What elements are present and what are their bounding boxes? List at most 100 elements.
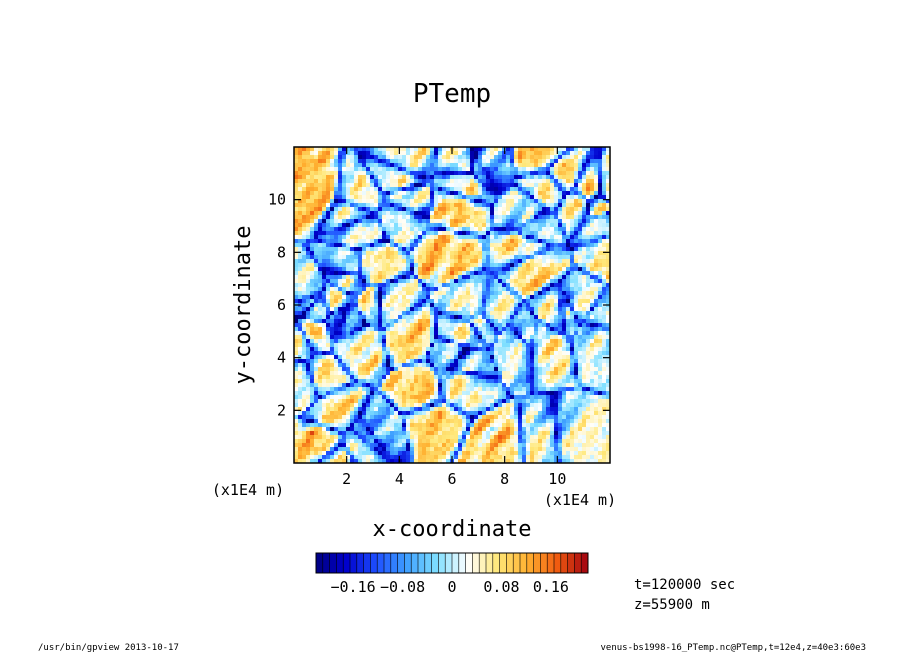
heatmap-cell: [386, 391, 391, 396]
heatmap-cell: [494, 391, 499, 396]
heatmap-cell: [394, 323, 399, 328]
heatmap-cell: [310, 391, 315, 396]
heatmap-cell: [330, 207, 335, 212]
heatmap-cell: [326, 275, 331, 280]
heatmap-cell: [538, 215, 543, 220]
heatmap-cell: [322, 159, 327, 164]
heatmap-cell: [598, 239, 603, 244]
heatmap-cell: [502, 343, 507, 348]
heatmap-cell: [502, 247, 507, 252]
heatmap-cell: [490, 207, 495, 212]
heatmap-cell: [438, 299, 443, 304]
heatmap-cell: [446, 339, 451, 344]
heatmap-cell: [554, 195, 559, 200]
heatmap-cell: [534, 147, 539, 152]
heatmap-cell: [414, 303, 419, 308]
heatmap-cell: [538, 275, 543, 280]
heatmap-cell: [514, 391, 519, 396]
heatmap-cell: [562, 255, 567, 260]
heatmap-cell: [554, 163, 559, 168]
heatmap-cell: [498, 163, 503, 168]
heatmap-cell: [478, 259, 483, 264]
heatmap-cell: [306, 299, 311, 304]
heatmap-cell: [334, 315, 339, 320]
heatmap-cell: [430, 263, 435, 268]
heatmap-cell: [482, 195, 487, 200]
heatmap-cell: [598, 371, 603, 376]
heatmap-cell: [410, 279, 415, 284]
heatmap-cell: [598, 275, 603, 280]
heatmap-cell: [406, 271, 411, 276]
heatmap-cell: [378, 275, 383, 280]
heatmap-cell: [386, 175, 391, 180]
heatmap-cell: [518, 267, 523, 272]
heatmap-cell: [494, 295, 499, 300]
heatmap-cell: [350, 311, 355, 316]
heatmap-cell: [486, 347, 491, 352]
heatmap-cell: [542, 199, 547, 204]
heatmap-cell: [322, 339, 327, 344]
heatmap-cell: [494, 395, 499, 400]
heatmap-cell: [474, 171, 479, 176]
heatmap-cell: [606, 319, 611, 324]
heatmap-cell: [438, 263, 443, 268]
heatmap-cell: [418, 379, 423, 384]
heatmap-cell: [522, 163, 527, 168]
heatmap-cell: [586, 379, 591, 384]
heatmap-cell: [498, 335, 503, 340]
heatmap-cell: [398, 391, 403, 396]
heatmap-cell: [366, 399, 371, 404]
heatmap-cell: [602, 387, 607, 392]
heatmap-cell: [446, 295, 451, 300]
heatmap-cell: [558, 207, 563, 212]
heatmap-cell: [446, 287, 451, 292]
heatmap-cell: [566, 375, 571, 380]
heatmap-cell: [350, 323, 355, 328]
heatmap-cell: [470, 295, 475, 300]
heatmap-cell: [494, 303, 499, 308]
heatmap-cell: [450, 171, 455, 176]
heatmap-cell: [590, 307, 595, 312]
heatmap-cell: [374, 335, 379, 340]
heatmap-cell: [582, 203, 587, 208]
heatmap-cell: [438, 167, 443, 172]
heatmap-cell: [550, 179, 555, 184]
heatmap-cell: [350, 223, 355, 228]
heatmap-cell: [494, 275, 499, 280]
heatmap-cell: [594, 311, 599, 316]
heatmap-cell: [582, 235, 587, 240]
heatmap-cell: [314, 339, 319, 344]
heatmap-cell: [558, 243, 563, 248]
heatmap-cell: [406, 235, 411, 240]
heatmap-cell: [486, 319, 491, 324]
heatmap-cell: [394, 147, 399, 152]
heatmap-cell: [350, 251, 355, 256]
heatmap-cell: [594, 155, 599, 160]
heatmap-cell: [550, 235, 555, 240]
heatmap-cell: [358, 247, 363, 252]
heatmap-cell: [374, 203, 379, 208]
heatmap-cell: [314, 151, 319, 156]
heatmap-cell: [310, 307, 315, 312]
heatmap-cell: [590, 327, 595, 332]
heatmap-cell: [542, 359, 547, 364]
heatmap-cell: [606, 171, 611, 176]
heatmap-cell: [370, 171, 375, 176]
heatmap-cell: [402, 299, 407, 304]
heatmap-cell: [418, 355, 423, 360]
heatmap-cell: [374, 235, 379, 240]
heatmap-cell: [494, 239, 499, 244]
heatmap-cell: [390, 191, 395, 196]
heatmap-cell: [294, 167, 299, 172]
heatmap-cell: [462, 283, 467, 288]
heatmap-cell: [358, 287, 363, 292]
heatmap-cell: [466, 239, 471, 244]
heatmap-cell: [462, 315, 467, 320]
heatmap-cell: [490, 387, 495, 392]
heatmap-cell: [606, 323, 611, 328]
heatmap-cell: [470, 315, 475, 320]
heatmap-cell: [486, 343, 491, 348]
heatmap-cell: [350, 351, 355, 356]
heatmap-cell: [378, 363, 383, 368]
heatmap-cell: [606, 283, 611, 288]
